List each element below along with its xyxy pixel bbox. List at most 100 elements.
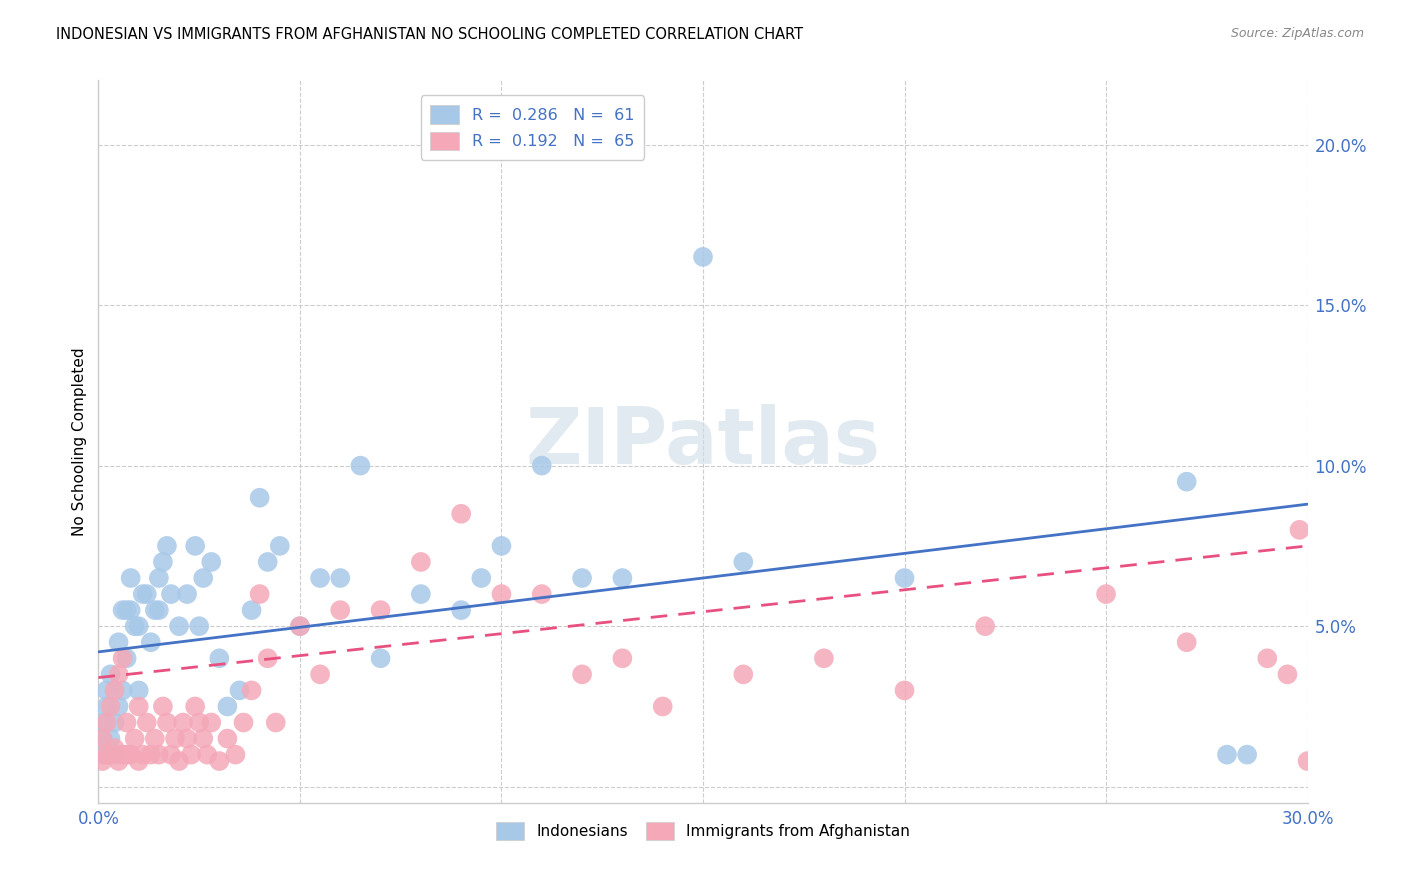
Point: [156, 715, 179, 730]
Point: [288, 619, 311, 633]
Point: [111, 603, 134, 617]
Point: [651, 699, 673, 714]
Point: [143, 603, 166, 617]
Point: [91, 747, 114, 762]
Point: [288, 619, 311, 633]
Point: [264, 715, 287, 730]
Point: [176, 731, 198, 746]
Point: [160, 587, 183, 601]
Point: [100, 731, 122, 746]
Point: [115, 651, 138, 665]
Point: [1175, 475, 1198, 489]
Text: Source: ZipAtlas.com: Source: ZipAtlas.com: [1230, 27, 1364, 40]
Point: [188, 619, 211, 633]
Point: [491, 587, 513, 601]
Point: [470, 571, 492, 585]
Point: [120, 571, 142, 585]
Point: [349, 458, 371, 473]
Point: [156, 539, 179, 553]
Point: [612, 651, 634, 665]
Point: [974, 619, 997, 633]
Point: [200, 715, 222, 730]
Point: [160, 747, 183, 762]
Point: [409, 587, 432, 601]
Point: [1256, 651, 1278, 665]
Point: [370, 603, 392, 617]
Point: [172, 715, 194, 730]
Point: [152, 555, 174, 569]
Point: [208, 754, 231, 768]
Point: [128, 683, 150, 698]
Point: [111, 683, 134, 698]
Point: [96, 683, 118, 698]
Point: [571, 667, 593, 681]
Point: [733, 667, 755, 681]
Point: [91, 731, 114, 746]
Point: [232, 715, 254, 730]
Point: [124, 731, 146, 746]
Point: [612, 571, 634, 585]
Point: [370, 651, 392, 665]
Point: [120, 747, 142, 762]
Point: [103, 715, 125, 730]
Point: [120, 603, 142, 617]
Point: [1216, 747, 1239, 762]
Point: [240, 683, 263, 698]
Point: [1277, 667, 1299, 681]
Point: [96, 747, 118, 762]
Point: [115, 603, 138, 617]
Point: [450, 507, 472, 521]
Point: [200, 555, 222, 569]
Point: [1236, 747, 1258, 762]
Point: [135, 715, 157, 730]
Point: [571, 571, 593, 585]
Point: [195, 747, 218, 762]
Point: [180, 747, 202, 762]
Point: [128, 699, 150, 714]
Point: [893, 571, 915, 585]
Point: [128, 619, 150, 633]
Point: [103, 747, 125, 762]
Point: [111, 747, 134, 762]
Point: [128, 754, 150, 768]
Point: [813, 651, 835, 665]
Point: [309, 571, 332, 585]
Point: [139, 635, 162, 649]
Point: [530, 587, 553, 601]
Point: [139, 747, 162, 762]
Point: [256, 651, 278, 665]
Point: [143, 731, 166, 746]
Point: [107, 635, 129, 649]
Point: [184, 539, 207, 553]
Point: [217, 699, 239, 714]
Point: [111, 651, 134, 665]
Point: [91, 715, 114, 730]
Point: [107, 754, 129, 768]
Point: [249, 587, 271, 601]
Point: [217, 731, 239, 746]
Point: [103, 683, 125, 698]
Point: [103, 741, 125, 756]
Point: [309, 667, 332, 681]
Text: ZIPatlas: ZIPatlas: [526, 403, 880, 480]
Point: [91, 731, 114, 746]
Point: [491, 539, 513, 553]
Point: [148, 603, 170, 617]
Point: [184, 699, 207, 714]
Point: [269, 539, 291, 553]
Point: [96, 699, 118, 714]
Point: [176, 587, 198, 601]
Point: [1095, 587, 1118, 601]
Point: [107, 667, 129, 681]
Point: [148, 747, 170, 762]
Point: [692, 250, 714, 264]
Point: [124, 619, 146, 633]
Point: [1288, 523, 1310, 537]
Legend: R =  0.286   N =  61, R =  0.192   N =  65: R = 0.286 N = 61, R = 0.192 N = 65: [420, 95, 644, 160]
Point: [1175, 635, 1198, 649]
Point: [733, 555, 755, 569]
Point: [228, 683, 250, 698]
Point: [240, 603, 263, 617]
Point: [135, 587, 157, 601]
Point: [249, 491, 271, 505]
